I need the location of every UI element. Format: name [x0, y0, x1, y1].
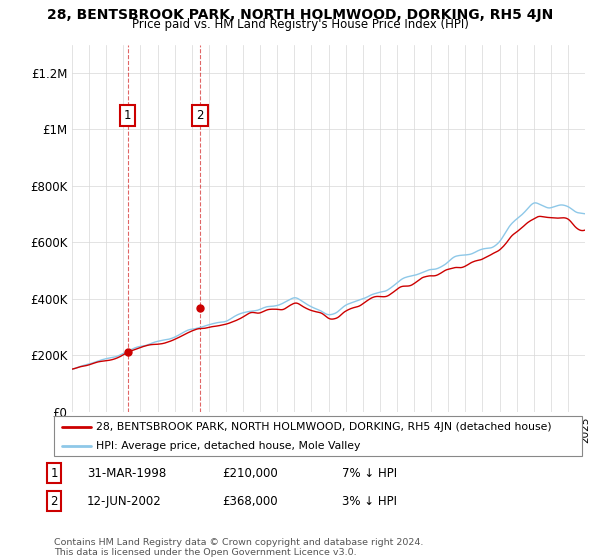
FancyBboxPatch shape — [54, 416, 582, 456]
Text: Price paid vs. HM Land Registry's House Price Index (HPI): Price paid vs. HM Land Registry's House … — [131, 18, 469, 31]
Text: 1: 1 — [124, 109, 131, 122]
Text: 2: 2 — [197, 109, 204, 122]
Text: 1: 1 — [50, 466, 58, 480]
Text: 2: 2 — [50, 494, 58, 508]
Text: £368,000: £368,000 — [222, 494, 278, 508]
Text: £210,000: £210,000 — [222, 466, 278, 480]
Text: 7% ↓ HPI: 7% ↓ HPI — [342, 466, 397, 480]
Text: 28, BENTSBROOK PARK, NORTH HOLMWOOD, DORKING, RH5 4JN: 28, BENTSBROOK PARK, NORTH HOLMWOOD, DOR… — [47, 8, 553, 22]
Text: 12-JUN-2002: 12-JUN-2002 — [87, 494, 162, 508]
Text: 3% ↓ HPI: 3% ↓ HPI — [342, 494, 397, 508]
Text: Contains HM Land Registry data © Crown copyright and database right 2024.
This d: Contains HM Land Registry data © Crown c… — [54, 538, 424, 557]
Text: 28, BENTSBROOK PARK, NORTH HOLMWOOD, DORKING, RH5 4JN (detached house): 28, BENTSBROOK PARK, NORTH HOLMWOOD, DOR… — [96, 422, 552, 432]
Text: 31-MAR-1998: 31-MAR-1998 — [87, 466, 166, 480]
Text: HPI: Average price, detached house, Mole Valley: HPI: Average price, detached house, Mole… — [96, 441, 361, 450]
